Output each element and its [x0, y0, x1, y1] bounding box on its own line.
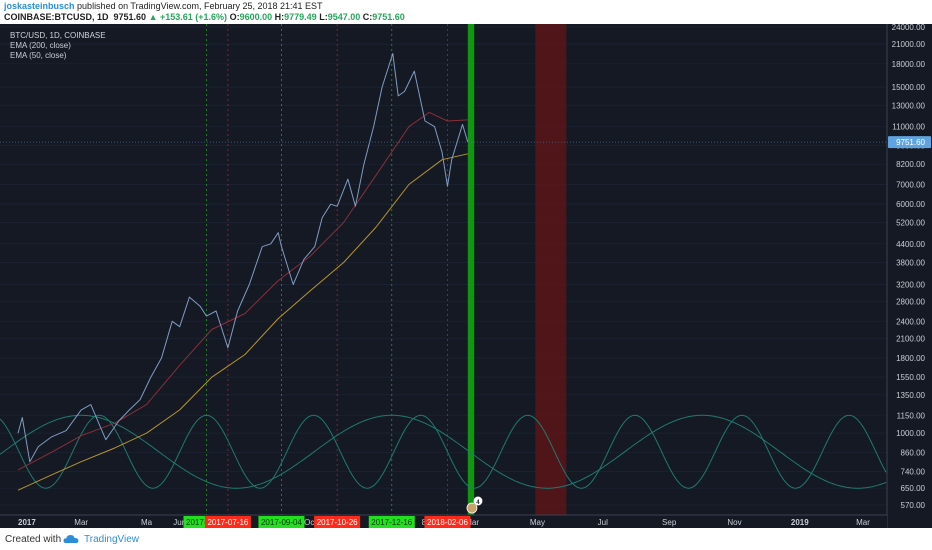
time-axis-tick: Mar: [465, 518, 479, 527]
red-highlight-band: [535, 24, 567, 515]
event-count-label: 4: [476, 500, 480, 506]
legend-ema50: EMA (50, close): [10, 51, 67, 60]
price-axis-tick: 650.00: [901, 484, 926, 493]
time-axis-tick: 2019: [791, 518, 809, 527]
price-axis-tick: 8200.00: [896, 160, 925, 169]
cycle-wave-1: [0, 414, 887, 489]
open-value: 9600.00: [239, 12, 273, 22]
open-label: O:: [229, 12, 240, 22]
time-axis-tick: Mar: [856, 518, 870, 527]
event-date-tag: [204, 516, 251, 528]
ema200-line: [17, 153, 468, 491]
ema50-line: [17, 111, 468, 471]
chart-panel[interactable]: 24000.00 21000.00 18000.00 15000.00 13000.00…: [0, 23, 932, 528]
price-axis-tick: 860.00: [901, 448, 926, 457]
chart-header: joskasteinbusch published on TradingView…: [0, 0, 932, 24]
close-label: C:: [362, 12, 373, 22]
price-axis-tick: 1150.00: [897, 411, 926, 420]
event-date-label: 2017-07-16: [207, 518, 248, 527]
symbol-name: COINBASE:BTCUSD, 1D: [4, 12, 109, 22]
price-axis-tick: 21000.00: [892, 40, 926, 49]
price-chart[interactable]: 24000.00 21000.00 18000.00 15000.00 13000.00…: [0, 23, 932, 528]
high-label: H:: [274, 12, 285, 22]
price-axis-tick: 2100.00: [896, 334, 925, 343]
event-flag-icon[interactable]: [466, 502, 478, 514]
event-date-label: 2018-02-06: [427, 518, 468, 527]
low-label: L:: [319, 12, 328, 22]
time-axis-tick: Jun: [173, 518, 186, 527]
price-axis-tick: 11000.00: [892, 123, 925, 132]
close-value: 9751.60: [372, 12, 405, 22]
price-axis-tick: 1550.00: [896, 373, 925, 382]
green-highlight-band: [467, 24, 475, 515]
time-axis-tick: May: [530, 518, 545, 527]
footer: Created with TradingView: [0, 528, 932, 550]
current-price-tag-label: 9751.60: [896, 138, 925, 147]
price-axis-tick: 1350.00: [896, 391, 925, 400]
publish-line: joskasteinbusch published on TradingView…: [4, 1, 323, 11]
price-axis-tick: 3800.00: [896, 259, 925, 268]
event-date-tag: [424, 516, 471, 528]
cycle-wave-2: [0, 414, 887, 489]
time-axis-tick: Mar: [74, 518, 88, 527]
last-price: 9751.60: [113, 12, 147, 22]
event-date-label: 2017-09-04: [261, 518, 302, 527]
price-axis-tick: 13000.00: [892, 101, 926, 110]
price-axis-tick: 2800.00: [896, 298, 925, 307]
current-price-tag: [888, 136, 931, 149]
price-axis-tick: 740.00: [901, 468, 926, 477]
time-axis-tick: Jul: [598, 518, 608, 527]
legend-title: BTC/USD, 1D, COINBASE: [10, 31, 106, 40]
price-axis-tick: 18000.00: [892, 60, 926, 69]
price-axis-background: [887, 24, 932, 528]
price-change: ▲ +153.61 (+1.6%): [148, 12, 228, 22]
event-date-tag: [314, 516, 361, 528]
price-axis-tick: 5200.00: [896, 218, 925, 227]
price-axis-tick: 7000.00: [896, 180, 925, 189]
price-axis-tick: 2400.00: [896, 317, 925, 326]
price-axis-tick: 6000.00: [896, 200, 925, 209]
price-axis-tick: 15000.00: [892, 83, 926, 92]
event-date-label: 2017-12-16: [371, 518, 412, 527]
event-date-tag: [258, 516, 305, 528]
price-axis-tick: 3200.00: [896, 281, 925, 290]
tradingview-brand-link[interactable]: TradingView: [84, 534, 140, 545]
published-text: published on TradingView.com, February 2…: [77, 1, 323, 11]
price-axis-tick: 570.00: [901, 501, 926, 510]
legend-ema200: EMA (200, close): [10, 41, 71, 50]
symbol-line: COINBASE:BTCUSD, 1D 9751.60 ▲ +153.61 (+…: [4, 12, 405, 22]
price-axis-tick: 1800.00: [896, 354, 925, 363]
tradingview-cloud-icon: [63, 535, 79, 543]
time-axis-tick: 8: [422, 518, 427, 527]
time-axis-tick: Ma: [141, 518, 153, 527]
event-count-badge[interactable]: [473, 496, 483, 506]
time-axis-tick: Nov: [727, 518, 741, 527]
time-axis-tick: 2017: [18, 518, 36, 527]
price-line: [17, 53, 469, 463]
time-axis-tick: Sep: [662, 518, 677, 527]
low-value: 9547.00: [327, 12, 361, 22]
event-date-label: 2017-10-26: [317, 518, 358, 527]
time-axis-tick: Oct: [304, 518, 317, 527]
high-value: 9779.49: [284, 12, 317, 22]
price-axis-tick: 1000.00: [896, 429, 925, 438]
price-axis-tick: 24000.00: [892, 24, 926, 32]
event-date-tag: [368, 516, 415, 528]
created-with-label: Created with: [5, 534, 62, 545]
price-axis-tick: 4400.00: [896, 240, 925, 249]
author-link[interactable]: joskasteinbusch: [4, 1, 75, 11]
